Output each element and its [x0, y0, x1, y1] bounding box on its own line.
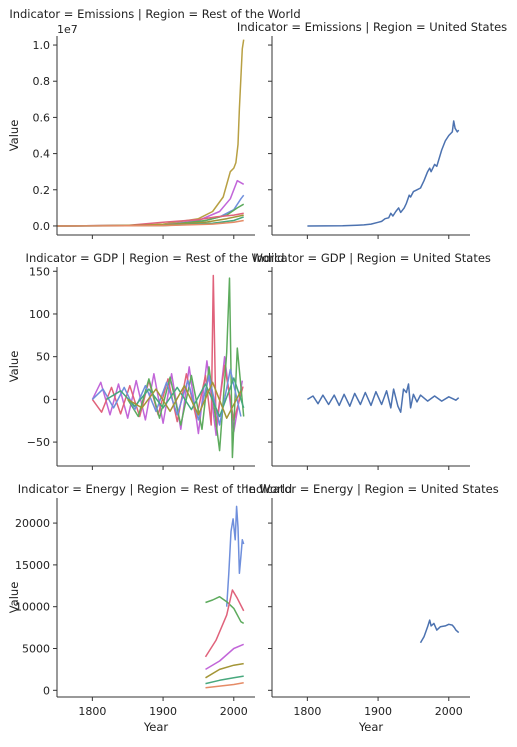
facet-panel-4: Indicator = GDP | Region = United States: [253, 251, 491, 470]
facet-title: Indicator = Energy | Region = United Sta…: [245, 482, 498, 496]
x-tick-label: 1800: [293, 705, 321, 718]
series-line-1: [419, 619, 460, 644]
y-tick-label: 20000: [15, 517, 50, 530]
facet-title: Indicator = GDP | Region = Rest of the W…: [26, 251, 285, 265]
x-tick-label: 1900: [364, 705, 392, 718]
x-tick-label: 1900: [149, 705, 177, 718]
y-axis-label: Value: [7, 582, 21, 614]
series-line-1: [56, 39, 245, 227]
series-line-1: [225, 505, 245, 607]
facet-title: Indicator = GDP | Region = United States: [253, 251, 491, 265]
y-tick-label: 0.2: [33, 184, 51, 197]
facet-title: Indicator = Emissions | Region = Rest of…: [9, 7, 300, 21]
facet-title: Indicator = Energy | Region = Rest of th…: [18, 482, 292, 496]
y-tick-label: 1.0: [33, 39, 51, 52]
series-line-6: [127, 381, 242, 419]
facet-title: Indicator = Emissions | Region = United …: [237, 20, 507, 34]
series-line-2: [205, 595, 245, 625]
x-axis-label: Year: [358, 720, 384, 734]
series-line-3: [56, 194, 245, 227]
y-tick-label: −50: [27, 436, 50, 449]
y-tick-label: 50: [36, 351, 50, 364]
y-tick-label: 150: [29, 265, 50, 278]
x-tick-label: 2000: [220, 705, 248, 718]
series-line-3: [204, 589, 245, 658]
y-tick-label: 5000: [22, 643, 50, 656]
y-tick-label: 0: [43, 684, 50, 697]
series-line-1: [307, 383, 460, 413]
y-scale-multiplier: 1e7: [57, 23, 78, 36]
series-line-3: [127, 277, 245, 459]
y-tick-label: 0.6: [33, 111, 51, 124]
y-tick-label: 0.4: [33, 148, 51, 161]
facet-panel-6: 1800 1900 2000 Year Indicator = Energy | Reg…: [245, 482, 498, 734]
y-tick-label: 15000: [15, 559, 50, 572]
series-line-7: [205, 682, 244, 689]
y-tick-label: 0: [43, 393, 50, 406]
y-axis-label: Value: [7, 351, 21, 383]
x-tick-label: 1800: [78, 705, 106, 718]
y-tick-label: 0.0: [33, 220, 51, 233]
series-line-5: [205, 662, 244, 679]
facet-panel-3: −50 0 50 100 150 Value Indicator = GDP | Regio…: [7, 251, 284, 470]
y-tick-label: 100: [29, 308, 50, 321]
facet-panel-1: 0.0 0.2 0.4 0.6 0.8 1.0 1e7 Value Indicator = Em…: [7, 7, 301, 239]
x-axis-label: Year: [143, 720, 169, 734]
x-tick-label: 2000: [435, 705, 463, 718]
series-line-1: [91, 355, 244, 437]
series-line-8: [56, 219, 244, 227]
y-tick-label: 10000: [15, 601, 50, 614]
y-axis-label: Value: [7, 120, 21, 152]
y-tick-label: 0.8: [33, 75, 51, 88]
series-line-1: [307, 120, 460, 227]
series-line-6: [205, 675, 244, 685]
series-line-4: [205, 643, 244, 671]
facet-panel-5: 0 5000 10000 15000 20000 1800 1900 2000 Value Yea…: [7, 482, 292, 734]
facet-panel-2: Indicator = Emissions | Region = United …: [237, 20, 507, 239]
series-line-2: [56, 179, 245, 227]
